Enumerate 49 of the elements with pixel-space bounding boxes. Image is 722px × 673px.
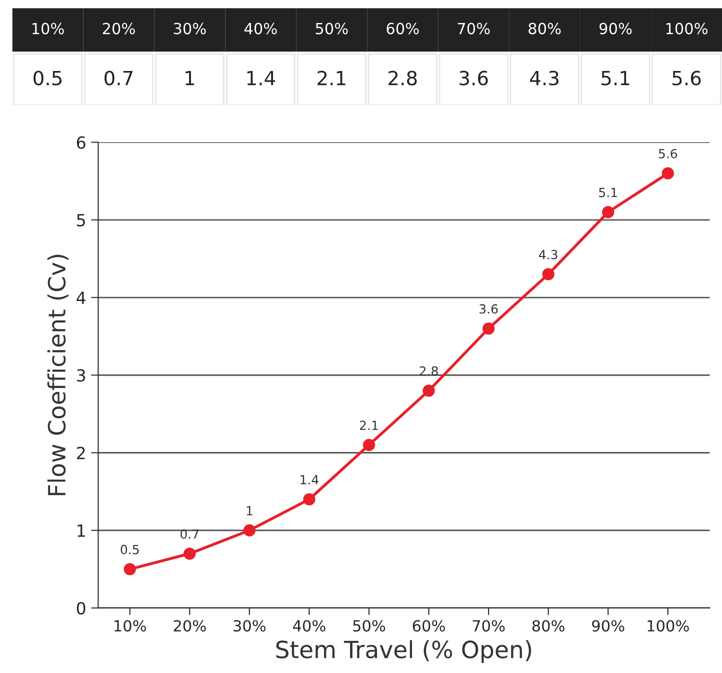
category-label: 100% bbox=[666, 22, 708, 34]
data-label: 3.6 bbox=[480, 304, 498, 314]
data-label: 5.1 bbox=[599, 188, 617, 198]
x-tick-label: 80% bbox=[532, 620, 564, 632]
data-label: 1.4 bbox=[300, 475, 318, 484]
data-label: 1 bbox=[246, 506, 252, 516]
data-label: 4.3 bbox=[538, 250, 558, 260]
data-label: 0.5 bbox=[120, 544, 139, 554]
y-tick-label: 4 bbox=[76, 292, 86, 304]
y-tick-label: 6 bbox=[76, 136, 86, 149]
y-tick-label: 0 bbox=[76, 602, 86, 615]
x-tick-label: 60% bbox=[412, 620, 445, 632]
text: 1.4 bbox=[247, 70, 276, 86]
text: 5.1 bbox=[602, 70, 630, 86]
x-tick-label: 20% bbox=[174, 620, 206, 632]
data-label: 2.8 bbox=[420, 366, 438, 376]
x-tick-label: 50% bbox=[353, 620, 386, 632]
category-label: 30% bbox=[174, 22, 206, 34]
x-tick-label: 90% bbox=[592, 620, 624, 632]
category-label: 40% bbox=[244, 22, 277, 34]
x-tick-label: 40% bbox=[292, 620, 326, 632]
text: 2.1 bbox=[318, 70, 346, 86]
text: 4.3 bbox=[530, 70, 558, 86]
text: 0.7 bbox=[104, 70, 133, 86]
text: 2.8 bbox=[388, 70, 417, 86]
y-tick-label: 1 bbox=[78, 524, 85, 537]
y-tick-label: 3 bbox=[77, 369, 86, 382]
data-label: 0.7 bbox=[180, 529, 199, 539]
x-tick-label: 100% bbox=[648, 620, 689, 632]
category-label: 60% bbox=[386, 22, 419, 34]
data-label: 2.1 bbox=[360, 420, 378, 430]
y-tick-label: 2 bbox=[77, 446, 85, 460]
category-label: 90% bbox=[600, 22, 632, 34]
category-label: 50% bbox=[316, 22, 348, 34]
category-label: 10% bbox=[32, 22, 64, 34]
x-tick-label: 30% bbox=[234, 620, 266, 632]
y-axis-title: Flow Coefficient (Cv) bbox=[47, 254, 68, 496]
category-label: 80% bbox=[528, 22, 561, 34]
text: 0.5 bbox=[34, 70, 62, 86]
y-tick-label: 5 bbox=[77, 214, 85, 226]
x-axis-title: Stem Travel (% Open) bbox=[276, 640, 532, 663]
text: 5.6 bbox=[672, 70, 701, 86]
text: 3.6 bbox=[460, 70, 488, 86]
category-label: 70% bbox=[458, 22, 490, 34]
text: 1 bbox=[186, 70, 194, 86]
x-tick-label: 10% bbox=[114, 620, 146, 632]
x-tick-label: 70% bbox=[472, 620, 505, 632]
data-label: 5.6 bbox=[658, 148, 678, 158]
category-label: 20% bbox=[102, 22, 135, 34]
